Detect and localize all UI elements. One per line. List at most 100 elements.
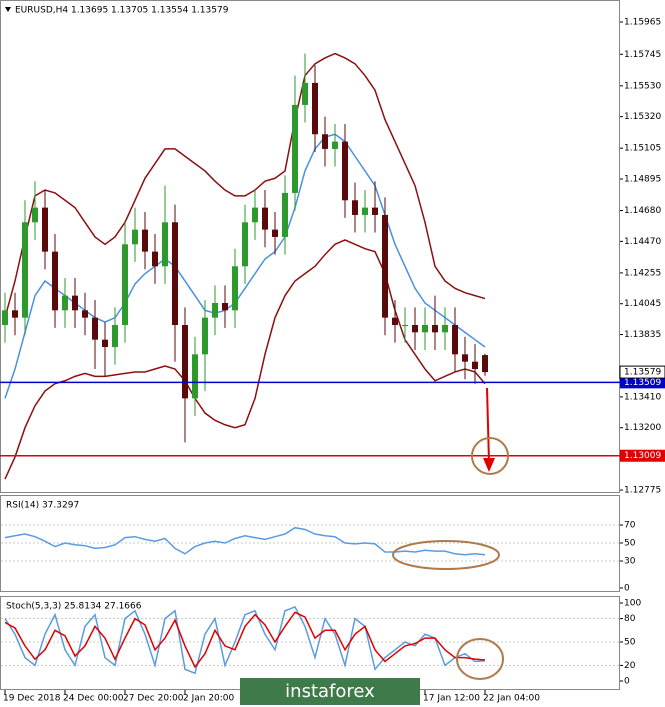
x-tick-label: 2 Jan 20:00 (183, 694, 235, 704)
level-label: 1.13509 (624, 378, 661, 388)
candle-body (432, 324, 438, 333)
current-price-box (619, 365, 665, 379)
x-tick-label: 27 Dec 20:00 (123, 694, 184, 704)
y-tick-label: 50 (624, 539, 636, 549)
candle-body (282, 192, 288, 237)
candle-body (52, 251, 58, 311)
candle-body (112, 324, 118, 348)
candle-body (382, 214, 388, 318)
indicator-line (4, 611, 486, 669)
candle-body (452, 324, 458, 355)
candle-body (132, 229, 138, 245)
candle-body (182, 324, 188, 399)
candle-body (32, 207, 38, 223)
candle-body (342, 141, 348, 201)
x-tick-label: 24 Dec 00:00 (63, 694, 124, 704)
candle-body (252, 207, 258, 223)
level-label-box (620, 376, 665, 389)
x-tick-label: 19 Dec 2018 (3, 694, 61, 704)
candle-body (192, 354, 198, 399)
candle-body (212, 302, 218, 318)
candle-body (172, 222, 178, 325)
y-tick-label: 1.13410 (624, 392, 661, 402)
candle-body (412, 324, 418, 333)
y-tick-label: 1.15745 (624, 50, 661, 60)
target-circle (471, 437, 509, 475)
level-label: 1.13009 (624, 451, 661, 461)
candle-body (232, 266, 238, 311)
candle-body (12, 310, 18, 318)
y-tick-label: 1.14680 (624, 206, 661, 216)
candle-body (82, 310, 88, 318)
y-tick-label: 1.14895 (624, 175, 661, 185)
y-tick-label: 1.14045 (624, 299, 661, 309)
y-tick-label: 1.15965 (624, 18, 661, 28)
candle-body (332, 141, 338, 149)
candle-body (312, 82, 318, 135)
rsi-panel (0, 495, 620, 592)
arrow-head (483, 458, 495, 472)
candle-body (292, 104, 298, 193)
price-panel (0, 0, 620, 493)
candle-body (42, 207, 48, 252)
y-tick-label: 1.15530 (624, 81, 661, 91)
candle-body (62, 295, 68, 311)
y-tick-label: 1.14255 (624, 268, 661, 278)
price-title: EURUSD,H4 1.13695 1.13705 1.13554 1.1357… (15, 6, 229, 16)
candle-body (202, 317, 208, 355)
annotations (392, 387, 509, 680)
stoch-ellipse (456, 638, 504, 680)
candle-body (362, 207, 368, 215)
y-tick-label: 0 (624, 584, 630, 594)
candle-body (372, 207, 378, 215)
candle-body (462, 354, 468, 362)
plots: 1.15965 1.15745 1.15530 1.15320 1.15105 1.148… (0, 18, 665, 704)
y-tick-label: 20 (624, 661, 636, 671)
candle-body (142, 229, 148, 252)
x-tick-label: 17 Jan 12:00 (423, 694, 480, 704)
candle-body (122, 244, 128, 325)
indicator-line (4, 52, 486, 318)
candle-body (2, 310, 8, 325)
y-tick-label: 0 (624, 677, 630, 687)
y-tick-label: 1.15320 (624, 112, 661, 122)
candle-body (72, 295, 78, 311)
y-tick-label: 50 (624, 638, 636, 648)
y-tick-label: 30 (624, 557, 636, 567)
y-tick-label: 1.12775 (624, 486, 661, 496)
candle-body (242, 222, 248, 267)
candle-body (22, 222, 28, 318)
x-tick-label: 22 Jan 04:00 (483, 694, 540, 704)
indicator-line (4, 526, 486, 556)
menu-triangle (5, 7, 11, 12)
candle-body (322, 134, 328, 149)
candle-body (102, 339, 108, 348)
candle-body (442, 324, 448, 333)
candle-body (222, 302, 228, 311)
candle-body (482, 355, 488, 373)
candle-body (302, 82, 308, 105)
level-label-box (620, 449, 665, 462)
stoch-title: Stoch(5,3,3) 25.8134 27.1666 (6, 602, 142, 612)
candle-body (152, 251, 158, 267)
candle-body (472, 361, 478, 370)
candle-body (392, 317, 398, 325)
candle-body (262, 207, 268, 230)
candle-body (402, 324, 408, 326)
candle-body (272, 229, 278, 237)
watermark-box (240, 678, 420, 705)
y-tick-label: 70 (624, 521, 636, 531)
arrow (486, 387, 490, 463)
watermark: instaforex (285, 681, 375, 702)
y-tick-label: 1.15105 (624, 144, 661, 154)
candle-body (352, 200, 358, 215)
rsi-ellipse (392, 540, 500, 570)
y-tick-label: 1.13835 (624, 330, 661, 340)
rsi-title: RSI(14) 37.3297 (6, 501, 79, 511)
indicator-line (4, 605, 486, 675)
y-tick-label: 80 (624, 614, 636, 624)
y-tick-label: 100 (624, 599, 641, 609)
y-tick-label: 1.14470 (624, 237, 661, 247)
